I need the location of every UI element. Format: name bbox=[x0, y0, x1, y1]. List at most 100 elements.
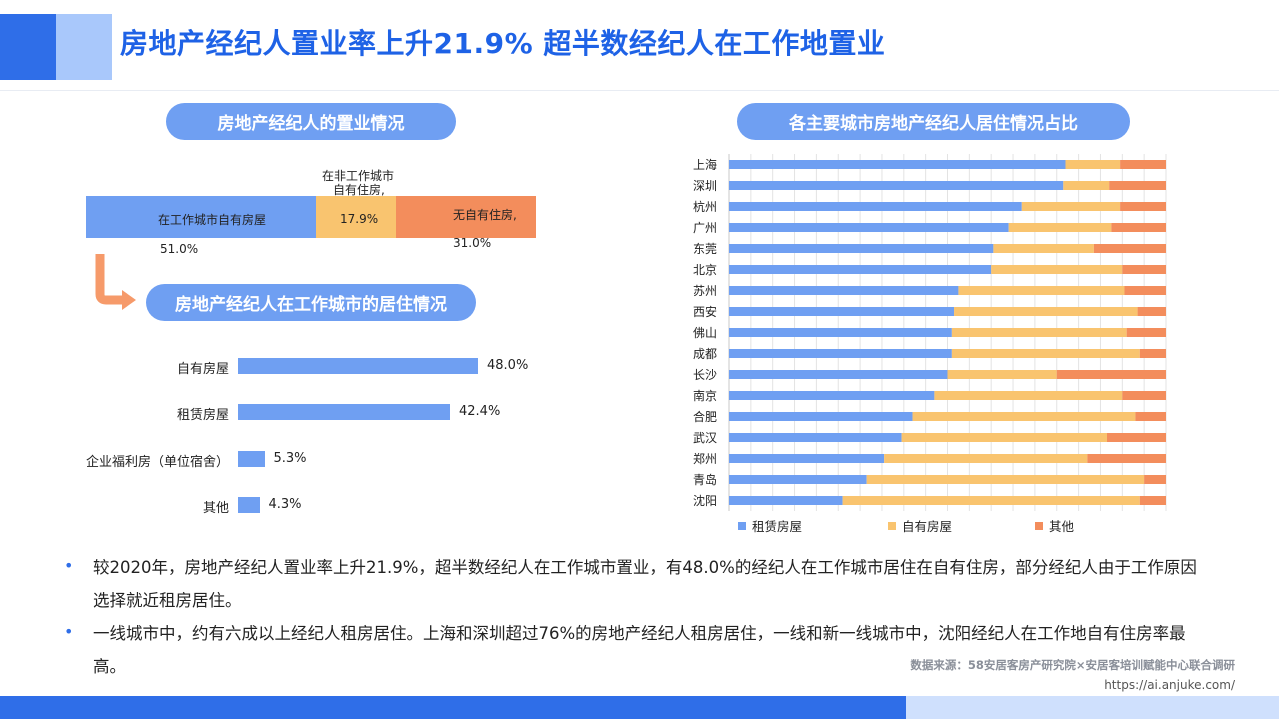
bullet-icon: • bbox=[64, 622, 74, 641]
header-divider bbox=[0, 90, 1279, 91]
bar-segment-own-work-city bbox=[86, 196, 316, 238]
bar-segment bbox=[1139, 496, 1166, 505]
bullet-text-2: 一线城市中，约有六成以上经纪人租房居住。上海和深圳超过76%的房地产经纪人租房居… bbox=[93, 624, 1186, 676]
bar-segment bbox=[884, 454, 1088, 463]
bar-segment bbox=[1107, 433, 1166, 442]
bar-segment bbox=[1126, 328, 1166, 337]
bar-segment bbox=[866, 475, 1145, 484]
value-label: 4.3% bbox=[268, 497, 302, 512]
bar-segment bbox=[729, 454, 885, 463]
city-label: 佛山 bbox=[693, 326, 717, 340]
city-label: 东莞 bbox=[693, 242, 717, 256]
segment-value-own-work-city: 51.0% bbox=[160, 242, 199, 256]
bar-segment bbox=[912, 412, 1136, 421]
bar-segment bbox=[729, 475, 867, 484]
source-url: https://ai.anjuke.com/ bbox=[1104, 678, 1235, 692]
bar bbox=[238, 497, 260, 513]
bar-segment bbox=[729, 496, 843, 505]
header-accent-block-light bbox=[56, 14, 112, 80]
city-label: 西安 bbox=[693, 304, 717, 319]
category-label: 其他 bbox=[202, 501, 229, 516]
bar-segment bbox=[991, 265, 1123, 274]
bar-segment bbox=[1144, 475, 1166, 484]
bar-segment bbox=[729, 370, 948, 379]
city-label: 成都 bbox=[693, 347, 717, 361]
city-label: 深圳 bbox=[693, 179, 717, 193]
bar-segment bbox=[1111, 223, 1166, 232]
bar-segment bbox=[1093, 244, 1166, 253]
bar-segment bbox=[901, 433, 1108, 442]
bar-segment bbox=[1120, 160, 1166, 169]
value-label: 42.4% bbox=[459, 404, 501, 419]
arrow-right-icon bbox=[95, 254, 136, 310]
bar-segment bbox=[729, 223, 1009, 232]
segment-label-other-city-line1: 在非工作城市 bbox=[322, 169, 395, 183]
segment-value-other-city: 17.9% bbox=[340, 212, 379, 226]
bar-segment bbox=[729, 202, 1022, 211]
city-label: 广州 bbox=[693, 221, 717, 235]
bar bbox=[238, 358, 478, 374]
bar-segment bbox=[1124, 286, 1166, 295]
bar-segment bbox=[1122, 391, 1166, 400]
city-label: 北京 bbox=[693, 263, 717, 277]
bar-segment bbox=[1139, 349, 1166, 358]
category-label: 自有房屋 bbox=[176, 362, 229, 377]
bar-segment bbox=[729, 181, 1064, 190]
bar-segment bbox=[958, 286, 1125, 295]
bar-segment bbox=[729, 244, 994, 253]
footer-strip-light bbox=[906, 696, 1279, 719]
bar-segment bbox=[1109, 181, 1166, 190]
bar-segment bbox=[1137, 307, 1166, 316]
city-label: 杭州 bbox=[693, 199, 717, 214]
legend-swatch bbox=[738, 522, 746, 530]
category-label: 企业福利房（单位宿舍） bbox=[85, 455, 229, 470]
bar-segment bbox=[951, 349, 1140, 358]
bar-segment bbox=[729, 349, 952, 358]
bar-segment bbox=[1056, 370, 1166, 379]
header-accent-block bbox=[0, 14, 56, 80]
bar-segment bbox=[1087, 454, 1166, 463]
segment-label-other-city-line2: 自有住房, bbox=[333, 183, 385, 197]
legend-label: 租赁房屋 bbox=[752, 519, 802, 534]
bar-segment bbox=[729, 307, 955, 316]
bar-segment bbox=[1065, 160, 1121, 169]
page-title: 房地产经纪人置业率上升21.9% 超半数经纪人在工作地置业 bbox=[120, 27, 886, 60]
value-label: 5.3% bbox=[273, 451, 307, 466]
legend-swatch bbox=[1035, 522, 1043, 530]
city-label: 武汉 bbox=[693, 431, 717, 445]
footer-strip bbox=[0, 696, 906, 719]
data-source: 数据来源：58安居客房产研究院×安居客培训赋能中心联合调研 bbox=[910, 658, 1235, 672]
city-label: 上海 bbox=[693, 157, 717, 172]
bar-segment bbox=[729, 286, 959, 295]
bar-segment bbox=[947, 370, 1057, 379]
legend-label: 其他 bbox=[1049, 519, 1075, 534]
city-label: 苏州 bbox=[693, 284, 717, 298]
category-label: 租赁房屋 bbox=[176, 408, 229, 423]
bar-segment bbox=[1008, 223, 1112, 232]
city-label: 南京 bbox=[693, 388, 717, 403]
city-chart-panel: 上海 深圳 杭州 广州 东莞 北京 苏州 西安 佛山 成都 长沙 南京 合肥 武汉 郑州 青岛 沈阳 租赁房屋 自有… bbox=[676, 150, 1172, 542]
city-label: 郑州 bbox=[693, 451, 717, 466]
bar-segment bbox=[729, 265, 992, 274]
value-label: 48.0% bbox=[487, 358, 529, 373]
section-title-city-residence: 各主要城市房地产经纪人居住情况占比 bbox=[737, 103, 1130, 140]
bar-segment-no-home bbox=[396, 196, 536, 238]
segment-label-no-home: 无自有住房, bbox=[453, 208, 517, 222]
segment-value-no-home: 31.0% bbox=[453, 236, 492, 250]
city-label: 长沙 bbox=[693, 368, 717, 382]
bullet-text-1: 较2020年，房地产经纪人置业率上升21.9%，超半数经纪人在工作城市置业，有4… bbox=[93, 558, 1197, 610]
bar-segment bbox=[1063, 181, 1110, 190]
bar-segment bbox=[729, 433, 902, 442]
bar-segment bbox=[1135, 412, 1166, 421]
city-label: 青岛 bbox=[693, 472, 717, 487]
bullet-icon: • bbox=[64, 556, 74, 575]
bar-segment bbox=[951, 328, 1127, 337]
segment-label-own-work-city: 在工作城市自有房屋 bbox=[158, 213, 267, 227]
bar-segment bbox=[1120, 202, 1166, 211]
bar-segment bbox=[934, 391, 1123, 400]
bar-segment bbox=[1021, 202, 1121, 211]
bar-segment bbox=[729, 412, 913, 421]
bar-segment bbox=[842, 496, 1140, 505]
bar-segment bbox=[954, 307, 1138, 316]
